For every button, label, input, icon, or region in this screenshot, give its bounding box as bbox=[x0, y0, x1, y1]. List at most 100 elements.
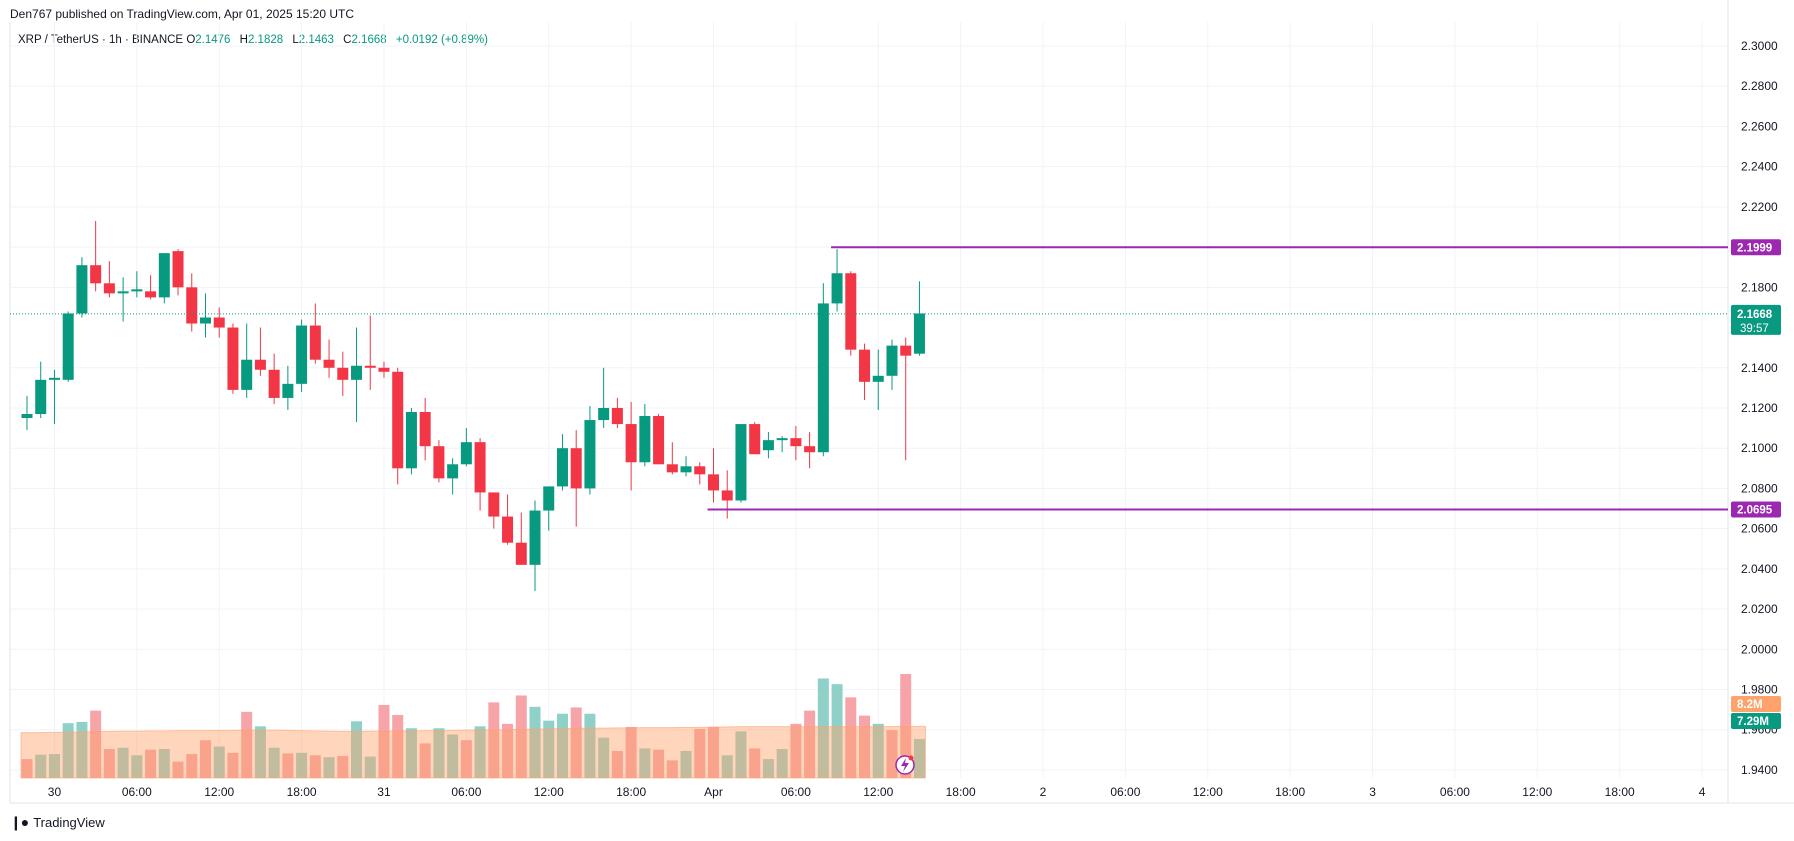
candle bbox=[21, 395, 33, 431]
candle bbox=[447, 458, 459, 495]
candle-body bbox=[872, 375, 884, 382]
last-price-tag: 2.1668 39:57 bbox=[1731, 304, 1781, 335]
candle bbox=[76, 257, 88, 318]
time-tick-label: 18:00 bbox=[616, 785, 646, 799]
volume-bar bbox=[35, 754, 47, 778]
replay-icon[interactable] bbox=[895, 755, 915, 775]
candle-body bbox=[241, 359, 253, 390]
candle-body bbox=[48, 377, 60, 380]
candle-body bbox=[831, 273, 843, 304]
candle bbox=[474, 438, 486, 511]
volume-tag: 7.29M bbox=[1731, 713, 1781, 729]
candle bbox=[296, 319, 308, 392]
candle bbox=[831, 249, 843, 312]
candle-body bbox=[35, 379, 47, 415]
price-tick-label: 2.1000 bbox=[1741, 441, 1778, 455]
candle-body bbox=[653, 416, 665, 465]
volume-bar bbox=[831, 684, 843, 778]
volume-bar bbox=[186, 754, 198, 778]
candle-body bbox=[227, 327, 239, 390]
candle-body bbox=[419, 412, 431, 447]
volume-ma-area bbox=[20, 725, 926, 779]
candle bbox=[419, 397, 431, 461]
volume-bar bbox=[145, 749, 157, 778]
time-tick-label: 06:00 bbox=[451, 785, 481, 799]
volume-bar bbox=[515, 695, 527, 778]
price-tick-label: 2.0000 bbox=[1741, 642, 1778, 656]
volume-bar bbox=[708, 726, 719, 778]
volume-bar bbox=[241, 711, 253, 778]
volume-bar bbox=[447, 734, 459, 778]
candle bbox=[405, 407, 417, 475]
candle-body bbox=[721, 490, 733, 501]
candle bbox=[282, 365, 294, 410]
candle bbox=[392, 367, 404, 485]
footer-brand-text: TradingView bbox=[33, 815, 105, 830]
candle bbox=[776, 436, 788, 453]
candle bbox=[913, 281, 925, 356]
candle bbox=[639, 403, 651, 467]
candle bbox=[790, 426, 802, 461]
volume-bar bbox=[790, 723, 802, 778]
volume-bar bbox=[488, 702, 500, 778]
price-tick-label: 2.0800 bbox=[1741, 481, 1778, 495]
price-axis: 2.30002.28002.26002.24002.22002.20002.18… bbox=[1741, 39, 1778, 777]
candle-body bbox=[694, 466, 706, 475]
candle bbox=[515, 512, 527, 565]
price-tick-label: 2.2200 bbox=[1741, 200, 1778, 214]
candle bbox=[680, 456, 692, 477]
candle-body bbox=[804, 446, 816, 453]
price-tags: 2.1999 2.0695 2.1668 39:57 8.2M 7.29M bbox=[1731, 239, 1781, 729]
time-tick-label: 30 bbox=[48, 785, 62, 799]
candle bbox=[886, 339, 898, 390]
volume-bar bbox=[213, 746, 225, 778]
open-label: O bbox=[186, 34, 196, 46]
volume-ma-tag-bg bbox=[1731, 696, 1781, 712]
candle bbox=[543, 486, 555, 531]
volume-ma-tag: 8.2M bbox=[1731, 696, 1781, 712]
candle-body bbox=[735, 424, 747, 501]
candle-body bbox=[666, 464, 678, 473]
level-price-tag: 2.1999 bbox=[1731, 239, 1781, 256]
candle bbox=[653, 414, 665, 465]
volume-bar bbox=[460, 740, 472, 778]
candle bbox=[598, 367, 610, 429]
candle bbox=[213, 307, 225, 338]
volume-bar bbox=[419, 743, 431, 778]
volume-bar bbox=[62, 723, 74, 778]
candle-body bbox=[611, 407, 623, 425]
candles bbox=[21, 220, 925, 591]
volume-bar bbox=[859, 715, 871, 778]
candle-body bbox=[570, 448, 582, 489]
candle-body bbox=[556, 448, 568, 487]
footer-brand[interactable]: ❙● TradingView bbox=[10, 814, 105, 831]
price-tick-label: 2.2800 bbox=[1741, 79, 1778, 93]
candle bbox=[145, 275, 157, 300]
time-tick-label: 18:00 bbox=[946, 785, 976, 799]
price-tick-label: 2.0400 bbox=[1741, 562, 1778, 576]
candle bbox=[35, 361, 47, 419]
candle bbox=[254, 327, 266, 376]
volume-bar bbox=[117, 747, 129, 778]
time-tick-label: 06:00 bbox=[781, 785, 811, 799]
close-value: 2.1668 bbox=[351, 34, 387, 46]
candle-body bbox=[433, 446, 445, 479]
candle-body bbox=[254, 359, 266, 370]
candle bbox=[721, 470, 733, 519]
price-tick-label: 2.3000 bbox=[1741, 39, 1778, 53]
time-tick-label: 12:00 bbox=[534, 785, 564, 799]
candle-body bbox=[117, 291, 129, 294]
candle-body bbox=[529, 510, 541, 565]
volume-bar bbox=[405, 728, 417, 778]
candle bbox=[241, 323, 253, 398]
price-tick-label: 2.1800 bbox=[1741, 280, 1778, 294]
candle-body bbox=[62, 313, 74, 380]
candle bbox=[460, 428, 472, 467]
last-price-tag-bg bbox=[1731, 304, 1781, 335]
candle bbox=[749, 422, 761, 455]
candle-body bbox=[584, 420, 596, 489]
time-tick-label: 12:00 bbox=[863, 785, 893, 799]
candle bbox=[433, 440, 445, 483]
symbol-title[interactable]: XRP / TetherUS · 1h · BINANCE bbox=[18, 34, 184, 46]
